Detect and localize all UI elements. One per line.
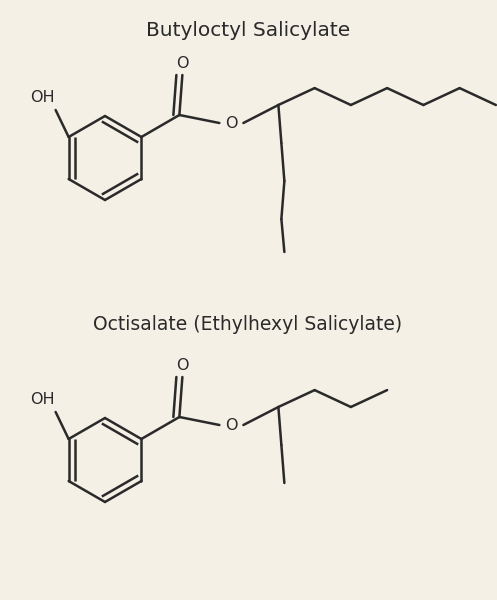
Text: O: O <box>176 358 189 373</box>
Text: Butyloctyl Salicylate: Butyloctyl Salicylate <box>146 20 350 40</box>
Text: OH: OH <box>30 392 55 407</box>
Text: Octisalate (Ethylhexyl Salicylate): Octisalate (Ethylhexyl Salicylate) <box>93 316 403 335</box>
Text: OH: OH <box>30 91 55 106</box>
Text: O: O <box>225 418 238 433</box>
Text: O: O <box>176 55 189 70</box>
Text: O: O <box>225 115 238 130</box>
